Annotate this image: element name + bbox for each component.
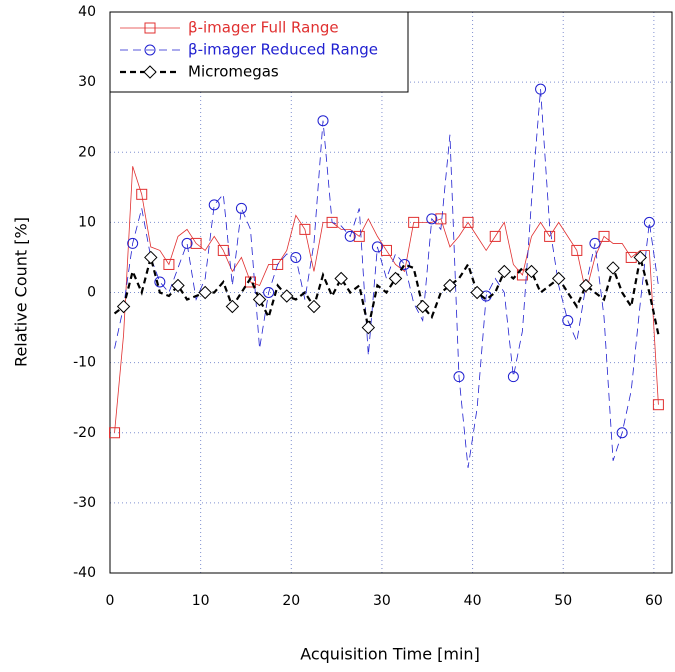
marker	[544, 230, 556, 242]
marker	[551, 271, 566, 286]
marker	[399, 258, 411, 270]
x-axis-label: Acquisition Time [min]	[300, 645, 480, 664]
marker	[416, 299, 430, 314]
y-tick-label: -20	[73, 425, 96, 441]
marker	[589, 237, 601, 249]
marker	[280, 289, 294, 303]
marker	[181, 237, 193, 249]
marker	[334, 271, 348, 286]
marker	[109, 427, 121, 439]
marker	[326, 216, 338, 228]
marker	[127, 237, 139, 249]
marker	[616, 427, 628, 439]
x-tick-label: 40	[464, 593, 482, 609]
marker	[163, 258, 175, 270]
marker	[344, 230, 356, 242]
marker	[307, 299, 321, 314]
marker	[171, 278, 185, 293]
marker	[136, 188, 148, 200]
y-tick-label: 30	[78, 74, 96, 90]
marker	[497, 264, 512, 279]
marker	[353, 230, 365, 242]
marker	[116, 299, 131, 314]
marker	[317, 115, 329, 127]
legend-box	[109, 11, 409, 93]
marker	[408, 216, 420, 228]
legend-label: β-imager Full Range	[188, 19, 339, 37]
marker	[652, 399, 664, 411]
x-tick-label: 20	[282, 593, 300, 609]
marker	[154, 276, 166, 288]
y-tick-label: 40	[78, 4, 96, 20]
marker	[462, 216, 474, 228]
x-tick-label: 30	[373, 593, 391, 609]
marker	[453, 371, 465, 383]
marker	[190, 237, 202, 249]
marker	[299, 223, 311, 235]
y-tick-label: -30	[73, 495, 96, 511]
y-tick-label: 0	[87, 285, 96, 301]
marker	[435, 213, 447, 225]
x-tick-label: 50	[554, 593, 572, 609]
x-tick-label: 0	[106, 593, 115, 609]
marker	[263, 287, 275, 298]
marker	[198, 285, 212, 300]
marker	[633, 250, 647, 265]
marker	[208, 199, 220, 211]
marker	[371, 241, 383, 253]
marker	[524, 264, 539, 279]
marker	[272, 258, 284, 270]
y-tick-label: -10	[73, 355, 96, 371]
marker	[290, 251, 302, 263]
marker	[217, 244, 229, 256]
marker	[361, 320, 376, 335]
marker	[643, 216, 655, 228]
marker	[252, 292, 267, 307]
y-axis-label: Relative Count [%]	[12, 217, 31, 367]
marker	[507, 371, 519, 383]
marker	[571, 244, 583, 256]
marker	[144, 250, 158, 265]
marker	[598, 230, 610, 242]
marker	[562, 315, 574, 327]
series-line	[114, 166, 659, 433]
series-line	[114, 89, 659, 468]
marker	[535, 83, 547, 95]
marker	[388, 271, 403, 286]
legend-label: Micromegas	[188, 63, 279, 81]
marker	[579, 278, 593, 293]
y-tick-label: 20	[78, 144, 96, 160]
marker	[144, 44, 156, 56]
marker	[426, 213, 438, 225]
marker	[225, 299, 240, 314]
x-tick-label: 10	[192, 593, 210, 609]
marker	[143, 65, 157, 79]
marker	[235, 202, 247, 214]
marker	[516, 269, 528, 281]
y-tick-label: -40	[73, 565, 96, 581]
y-tick-label: 10	[78, 214, 96, 230]
series-line	[113, 253, 660, 335]
marker	[443, 278, 457, 293]
x-tick-label: 60	[645, 593, 663, 609]
marker	[144, 22, 156, 34]
marker	[470, 285, 484, 300]
marker	[606, 261, 620, 275]
legend-label: β-imager Reduced Range	[188, 41, 378, 59]
marker	[489, 230, 501, 242]
